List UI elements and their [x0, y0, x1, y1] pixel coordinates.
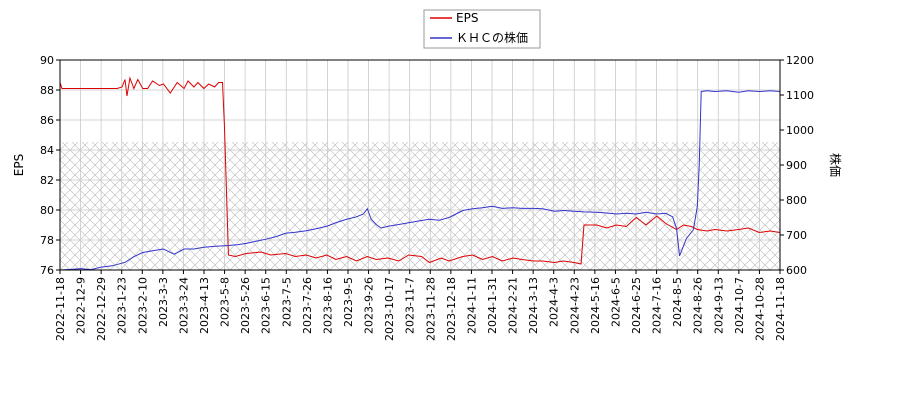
left-tick-label: 76 — [40, 264, 54, 277]
right-axis: 600 700 800 900 1000 1100 1200 — [780, 54, 814, 277]
x-tick-label: 2023-5-8 — [219, 277, 232, 327]
x-tick-label: 2022-12-9 — [75, 277, 88, 334]
x-tick-label: 2023-2-10 — [136, 277, 149, 334]
x-tick-label: 2023-7-26 — [301, 277, 314, 334]
left-axis: 76 78 80 82 84 86 88 90 — [40, 54, 60, 277]
x-tick-label: 2023-7-5 — [280, 277, 293, 327]
x-tick-label: 2023-11-7 — [404, 277, 417, 334]
legend-box — [423, 9, 541, 49]
x-tick-label: 2024-7-16 — [651, 277, 664, 334]
x-tick-label: 2024-6-25 — [630, 277, 643, 334]
x-tick-label: 2024-11-18 — [774, 277, 787, 341]
series-line-price — [60, 90, 780, 270]
left-tick-label: 86 — [40, 114, 54, 127]
right-tick-label: 900 — [786, 159, 807, 172]
series-line-eps — [60, 76, 780, 265]
x-tick-label: 2024-10-28 — [753, 277, 766, 341]
left-tick-label: 82 — [40, 174, 54, 187]
x-tick-label: 2024-9-13 — [712, 277, 725, 334]
x-tick-label: 2024-4-23 — [568, 277, 581, 334]
legend-label-eps: EPS — [456, 11, 478, 25]
x-tick-label: 2023-8-16 — [321, 277, 334, 334]
x-tick-label: 2023-5-26 — [239, 277, 252, 334]
legend-label-price: ＫＨＣの株価 — [456, 30, 528, 45]
right-tick-label: 1000 — [786, 124, 814, 137]
x-tick-label: 2023-9-26 — [363, 277, 376, 334]
right-tick-label: 700 — [786, 229, 807, 242]
x-tick-label: 2023-1-23 — [116, 277, 129, 334]
left-tick-label: 84 — [40, 144, 54, 157]
x-tick-label: 2024-4-3 — [548, 277, 561, 327]
hatch-band — [60, 142, 780, 270]
x-tick-label: 2024-8-5 — [671, 277, 684, 327]
x-tick-label: 2023-3-24 — [177, 277, 190, 334]
x-axis: 2022-11-18 2022-12-9 2022-12-29 2023-1-23 20… — [54, 270, 787, 341]
x-tick-label: 2024-1-11 — [465, 277, 478, 334]
x-tick-label: 2023-11-28 — [424, 277, 437, 341]
right-tick-label: 800 — [786, 194, 807, 207]
right-tick-label: 1100 — [786, 89, 814, 102]
x-tick-label: 2023-9-5 — [342, 277, 355, 327]
x-tick-label: 2023-3-3 — [157, 277, 170, 327]
left-axis-label: EPS — [12, 154, 26, 176]
x-tick-label: 2022-11-18 — [54, 277, 67, 341]
x-tick-label: 2023-6-15 — [260, 277, 273, 334]
x-tick-label: 2023-4-13 — [198, 277, 211, 334]
left-tick-label: 80 — [40, 204, 54, 217]
x-tick-label: 2024-6-5 — [609, 277, 622, 327]
left-tick-label: 78 — [40, 234, 54, 247]
x-tick-label: 2024-2-21 — [507, 277, 520, 334]
x-tick-label: 2024-3-13 — [527, 277, 540, 334]
x-tick-label: 2023-10-17 — [383, 277, 396, 341]
right-tick-label: 1200 — [786, 54, 814, 67]
legend: EPS ＫＨＣの株価 — [423, 9, 541, 49]
right-tick-label: 600 — [786, 264, 807, 277]
left-tick-label: 90 — [40, 54, 54, 67]
right-axis-label: 株価 — [828, 153, 843, 177]
x-tick-label: 2023-12-18 — [445, 277, 458, 341]
x-tick-label: 2024-5-16 — [589, 277, 602, 334]
x-tick-label: 2024-8-26 — [692, 277, 705, 334]
x-tick-label: 2024-1-31 — [486, 277, 499, 334]
x-tick-label: 2022-12-29 — [95, 277, 108, 341]
x-tick-label: 2024-10-7 — [733, 277, 746, 334]
left-tick-label: 88 — [40, 84, 54, 97]
